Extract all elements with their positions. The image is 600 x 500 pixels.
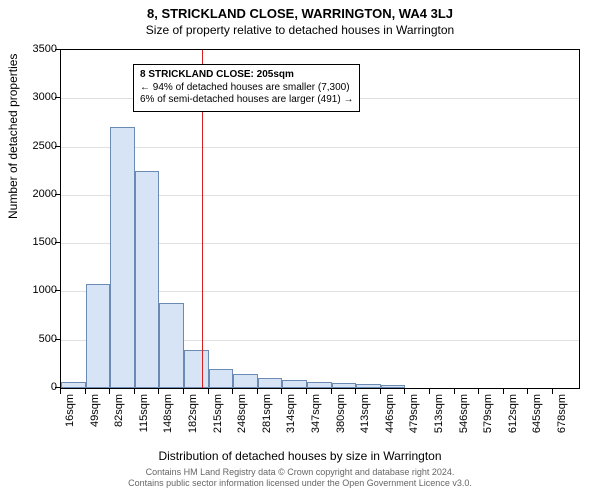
y-tick-mark — [55, 339, 60, 340]
x-tick-label: 16sqm — [64, 394, 76, 454]
x-tick-label: 148sqm — [162, 394, 174, 454]
histogram-bar — [233, 374, 258, 388]
x-tick-label: 49sqm — [89, 394, 101, 454]
y-tick-label: 2500 — [7, 140, 57, 152]
x-tick-label: 380sqm — [335, 394, 347, 454]
y-tick-mark — [55, 49, 60, 50]
annotation-line1: 8 STRICKLAND CLOSE: 205sqm — [140, 69, 353, 82]
histogram-bar — [135, 171, 160, 388]
x-tick-mark — [380, 389, 381, 394]
x-tick-label: 413sqm — [359, 394, 371, 454]
x-tick-mark — [478, 389, 479, 394]
histogram-bar — [159, 303, 184, 388]
x-tick-mark — [232, 389, 233, 394]
x-tick-label: 446sqm — [384, 394, 396, 454]
x-tick-mark — [134, 389, 135, 394]
x-tick-mark — [331, 389, 332, 394]
y-tick-label: 500 — [7, 333, 57, 345]
x-tick-label: 115sqm — [138, 394, 150, 454]
x-tick-label: 82sqm — [113, 394, 125, 454]
histogram-bar — [184, 350, 209, 388]
x-tick-mark — [208, 389, 209, 394]
x-tick-mark — [503, 389, 504, 394]
y-tick-label: 1500 — [7, 236, 57, 248]
x-tick-label: 546sqm — [458, 394, 470, 454]
x-tick-label: 579sqm — [482, 394, 494, 454]
y-tick-mark — [55, 146, 60, 147]
x-tick-label: 645sqm — [531, 394, 543, 454]
x-tick-mark — [355, 389, 356, 394]
x-tick-mark — [429, 389, 430, 394]
x-tick-mark — [85, 389, 86, 394]
y-tick-mark — [55, 242, 60, 243]
x-tick-mark — [404, 389, 405, 394]
annotation-line3: 6% of semi-detached houses are larger (4… — [140, 94, 353, 107]
x-tick-label: 612sqm — [507, 394, 519, 454]
x-tick-label: 513sqm — [433, 394, 445, 454]
x-tick-mark — [527, 389, 528, 394]
histogram-bar — [356, 384, 381, 388]
x-tick-label: 281sqm — [261, 394, 273, 454]
x-tick-mark — [552, 389, 553, 394]
y-tick-label: 3000 — [7, 91, 57, 103]
y-tick-mark — [55, 194, 60, 195]
x-tick-mark — [158, 389, 159, 394]
annotation-line2: ← 94% of detached houses are smaller (7,… — [140, 82, 353, 95]
y-tick-mark — [55, 387, 60, 388]
annotation-box: 8 STRICKLAND CLOSE: 205sqm ← 94% of deta… — [133, 64, 360, 112]
x-tick-label: 182sqm — [187, 394, 199, 454]
histogram-bar — [110, 127, 135, 388]
x-tick-mark — [257, 389, 258, 394]
page-title-address: 8, STRICKLAND CLOSE, WARRINGTON, WA4 3LJ — [0, 0, 600, 21]
histogram-bar — [381, 385, 406, 388]
footer: Contains HM Land Registry data © Crown c… — [0, 463, 600, 490]
x-tick-mark — [60, 389, 61, 394]
y-tick-label: 2000 — [7, 188, 57, 200]
x-tick-label: 248sqm — [236, 394, 248, 454]
page-title-subtitle: Size of property relative to detached ho… — [0, 21, 600, 39]
x-tick-mark — [454, 389, 455, 394]
x-tick-label: 479sqm — [408, 394, 420, 454]
x-tick-mark — [281, 389, 282, 394]
y-tick-mark — [55, 97, 60, 98]
x-tick-mark — [306, 389, 307, 394]
x-tick-label: 215sqm — [212, 394, 224, 454]
x-tick-mark — [183, 389, 184, 394]
histogram-bar — [209, 369, 234, 388]
histogram-bar — [307, 382, 332, 388]
x-tick-mark — [109, 389, 110, 394]
footer-line2: Contains public sector information licen… — [0, 478, 600, 489]
histogram-bar — [61, 382, 86, 388]
gridline — [61, 147, 579, 148]
x-tick-label: 678sqm — [556, 394, 568, 454]
y-tick-mark — [55, 290, 60, 291]
histogram-chart: Number of detached properties 8 STRICKLA… — [0, 39, 600, 449]
histogram-bar — [258, 378, 283, 388]
y-tick-label: 0 — [7, 381, 57, 393]
y-tick-label: 3500 — [7, 43, 57, 55]
histogram-bar — [86, 284, 111, 388]
footer-line1: Contains HM Land Registry data © Crown c… — [0, 467, 600, 478]
x-tick-label: 347sqm — [310, 394, 322, 454]
histogram-bar — [332, 383, 357, 388]
plot-area: 8 STRICKLAND CLOSE: 205sqm ← 94% of deta… — [60, 49, 580, 389]
histogram-bar — [282, 380, 307, 388]
y-tick-label: 1000 — [7, 284, 57, 296]
x-tick-label: 314sqm — [285, 394, 297, 454]
